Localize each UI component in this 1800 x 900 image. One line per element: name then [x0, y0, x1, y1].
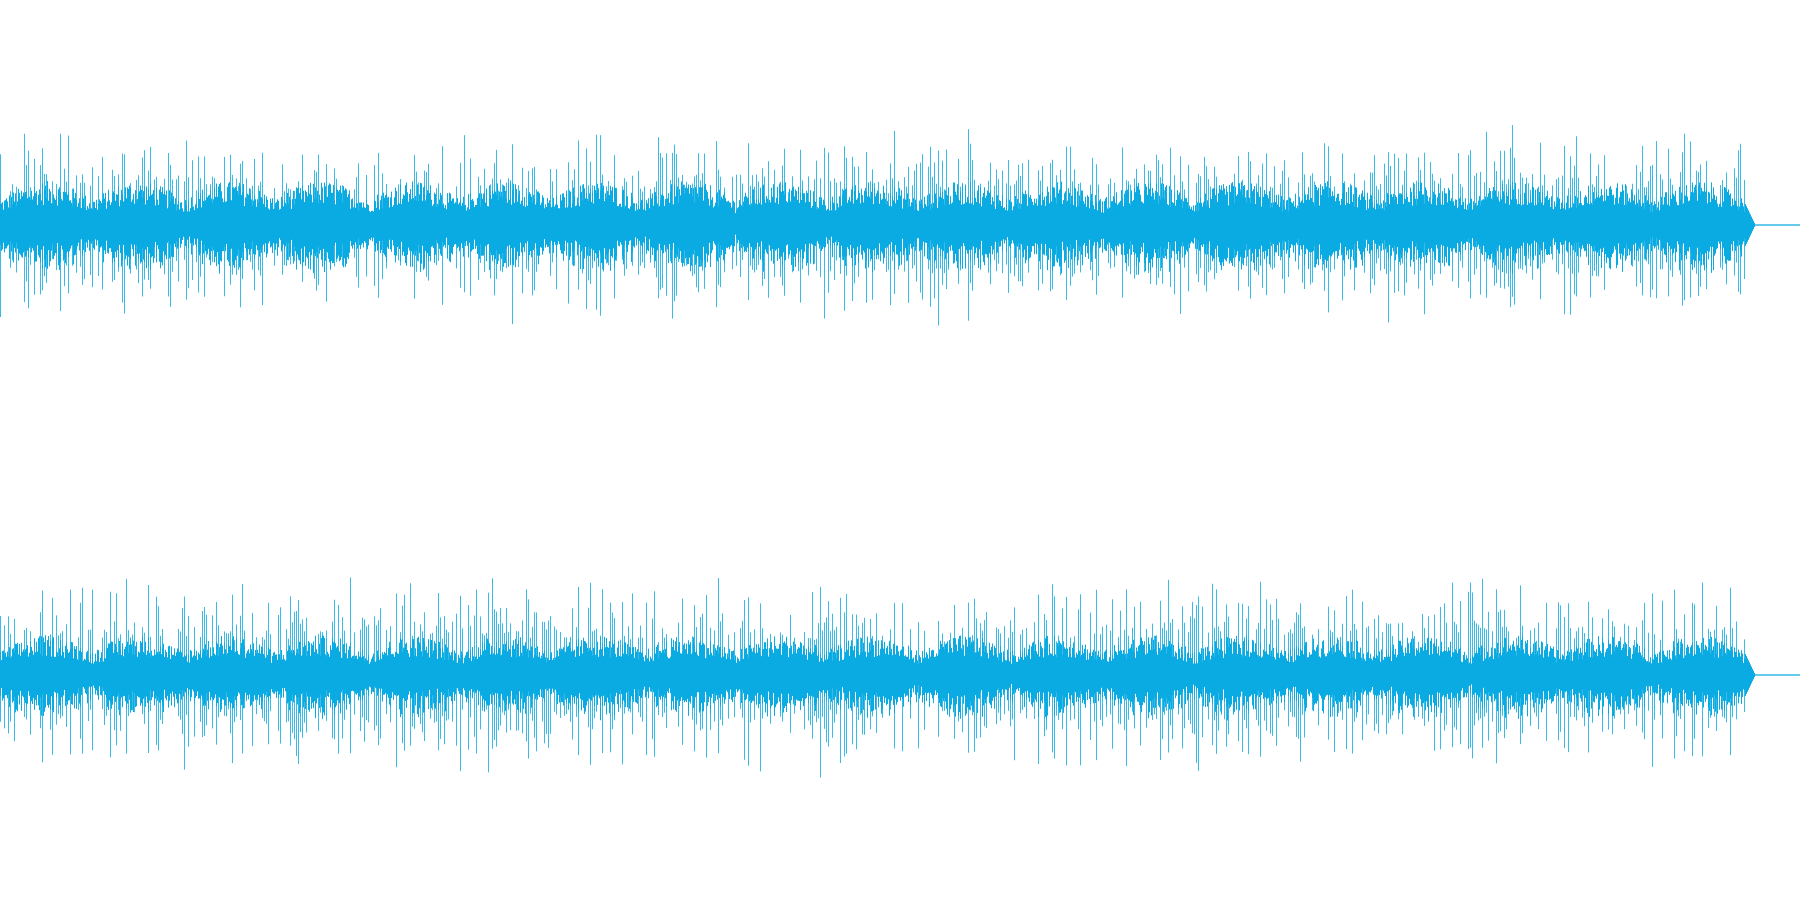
waveform-channel-left: [0, 125, 1800, 326]
waveform-channel-right: [0, 577, 1800, 778]
waveform-transients-right: [0, 577, 1745, 778]
waveform-transients-left: [0, 125, 1745, 326]
